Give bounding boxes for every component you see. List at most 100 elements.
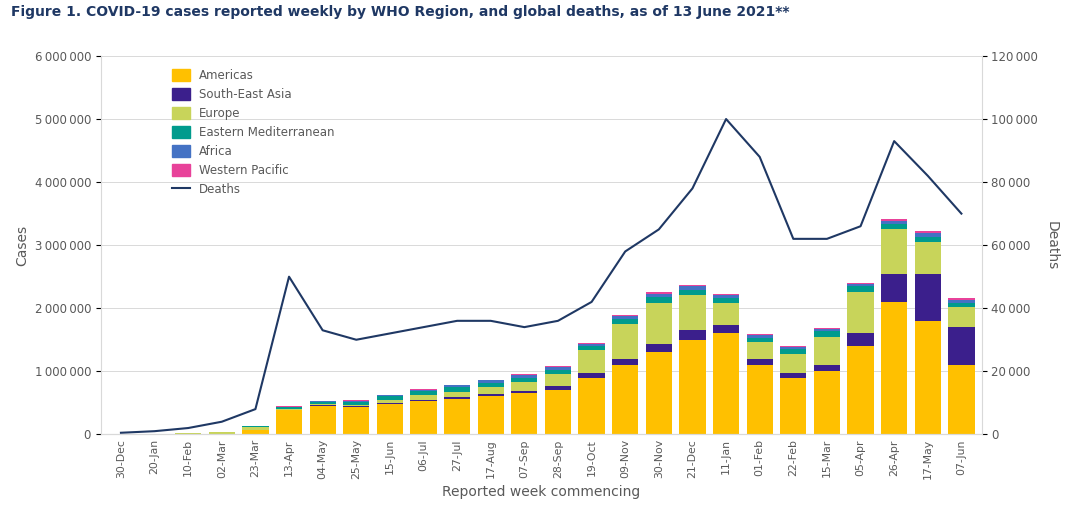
Bar	[881, 229, 908, 273]
Bar	[276, 407, 302, 409]
Bar	[612, 324, 638, 359]
Bar	[377, 404, 403, 434]
Text: Figure 1. COVID-19 cases reported weekly by WHO Region, and global deaths, as of: Figure 1. COVID-19 cases reported weekly…	[11, 5, 789, 19]
Deaths	[854, 223, 867, 229]
Bar	[276, 410, 302, 434]
Bar	[309, 406, 336, 434]
Bar	[746, 335, 773, 338]
Bar	[713, 295, 739, 298]
Bar	[309, 401, 336, 402]
Deaths	[619, 248, 632, 254]
Bar	[444, 399, 470, 434]
Bar	[746, 359, 773, 365]
Bar	[243, 430, 268, 434]
Bar	[680, 286, 706, 289]
Bar	[948, 303, 974, 307]
Bar	[847, 334, 873, 346]
Bar	[881, 302, 908, 434]
Bar	[579, 346, 605, 351]
Bar	[612, 319, 638, 324]
Deaths	[518, 324, 531, 330]
Bar	[511, 382, 537, 391]
Bar	[713, 334, 739, 434]
Bar	[410, 390, 437, 391]
Bar	[680, 285, 706, 286]
Bar	[780, 373, 807, 378]
Bar	[746, 342, 773, 359]
Bar	[645, 298, 672, 303]
Deaths	[821, 236, 833, 242]
Bar	[746, 338, 773, 342]
Bar	[847, 286, 873, 292]
Bar	[746, 365, 773, 434]
Bar	[243, 427, 268, 430]
Bar	[713, 325, 739, 334]
Bar	[276, 409, 302, 410]
Bar	[579, 351, 605, 373]
Bar	[847, 292, 873, 334]
Bar	[377, 403, 403, 404]
Bar	[410, 395, 437, 399]
Bar	[511, 375, 537, 378]
Deaths	[249, 406, 262, 412]
Bar	[948, 327, 974, 365]
Bar	[680, 329, 706, 340]
Bar	[847, 346, 873, 434]
Bar	[344, 402, 369, 405]
Bar	[545, 370, 571, 374]
Bar	[344, 406, 369, 407]
Bar	[847, 284, 873, 286]
Bar	[545, 387, 571, 390]
Bar	[410, 399, 437, 401]
Bar	[377, 400, 403, 403]
Bar	[780, 349, 807, 354]
Bar	[208, 432, 235, 433]
Deaths	[115, 430, 128, 436]
Deaths	[652, 226, 665, 232]
X-axis label: Reported week commencing: Reported week commencing	[442, 485, 640, 499]
Bar	[377, 396, 403, 400]
Bar	[645, 344, 672, 353]
Bar	[780, 378, 807, 434]
Bar	[780, 347, 807, 349]
Bar	[444, 386, 470, 388]
Bar	[645, 353, 672, 434]
Bar	[545, 374, 571, 387]
Bar	[645, 293, 672, 298]
Bar	[511, 393, 537, 434]
Bar	[511, 391, 537, 393]
Bar	[511, 374, 537, 375]
Bar	[410, 391, 437, 395]
Bar	[814, 365, 840, 371]
Bar	[680, 295, 706, 329]
Bar	[478, 396, 504, 434]
Bar	[780, 346, 807, 347]
Bar	[645, 292, 672, 293]
Bar	[309, 405, 336, 406]
Bar	[680, 340, 706, 434]
Bar	[948, 298, 974, 300]
Bar	[814, 328, 840, 329]
Bar	[344, 401, 369, 402]
Bar	[309, 402, 336, 404]
Bar	[612, 316, 638, 319]
Bar	[612, 359, 638, 365]
Legend: Americas, South-East Asia, Europe, Eastern Mediterranean, Africa, Western Pacifi: Americas, South-East Asia, Europe, Easte…	[169, 66, 338, 199]
Bar	[814, 337, 840, 365]
Bar	[478, 382, 504, 387]
Bar	[881, 221, 908, 224]
Bar	[948, 300, 974, 303]
Bar	[814, 371, 840, 434]
Bar	[847, 283, 873, 284]
Bar	[713, 303, 739, 325]
Bar	[444, 397, 470, 399]
Bar	[545, 367, 571, 370]
Deaths	[921, 173, 934, 179]
Bar	[175, 433, 201, 434]
Bar	[511, 378, 537, 382]
Bar	[814, 329, 840, 331]
Deaths	[417, 324, 430, 330]
Bar	[579, 343, 605, 346]
Deaths	[451, 318, 464, 324]
Deaths	[787, 236, 800, 242]
